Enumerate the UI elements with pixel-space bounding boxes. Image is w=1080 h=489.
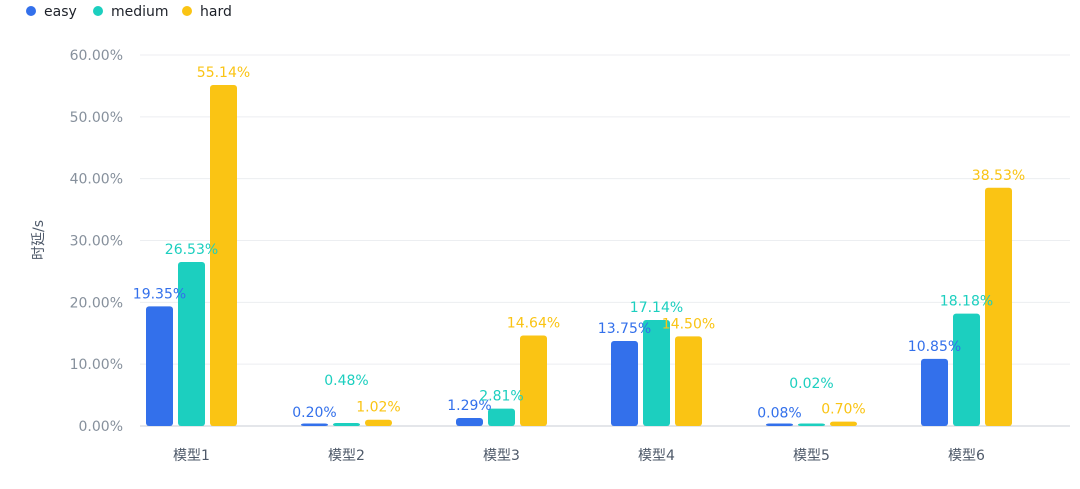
data-label-medium: 0.02% bbox=[789, 376, 833, 392]
bar-hard bbox=[210, 85, 237, 427]
bar-easy bbox=[766, 423, 793, 426]
bar-easy bbox=[146, 306, 173, 426]
bar-medium bbox=[953, 313, 980, 426]
x-tick-label: 模型3 bbox=[483, 448, 520, 464]
legend-label-medium: medium bbox=[111, 4, 169, 20]
data-label-hard: 1.02% bbox=[356, 400, 400, 416]
y-tick-label: 60.00% bbox=[70, 48, 123, 64]
bar-hard bbox=[365, 419, 392, 426]
data-label-easy: 1.29% bbox=[447, 398, 491, 414]
data-label-easy: 13.75% bbox=[598, 321, 651, 337]
y-axis-ticks: 0.00% 10.00% 20.00% 30.00% 40.00% 50.00% 60.00… bbox=[70, 48, 123, 435]
x-tick-label: 模型6 bbox=[948, 448, 985, 464]
bars bbox=[146, 85, 1012, 427]
data-label-medium: 26.53% bbox=[165, 242, 218, 258]
x-axis-ticks: 模型1 模型2 模型3 模型4 模型5 模型6 bbox=[173, 448, 985, 464]
data-label-hard: 38.53% bbox=[972, 168, 1025, 184]
x-tick-label: 模型2 bbox=[328, 448, 365, 464]
legend-marker-medium bbox=[93, 6, 103, 16]
bar-easy bbox=[921, 358, 948, 426]
data-label-medium: 0.48% bbox=[324, 373, 368, 389]
y-axis-label: 时延/s bbox=[31, 220, 47, 260]
bar-medium bbox=[178, 261, 205, 426]
legend-label-hard: hard bbox=[200, 4, 232, 20]
bar-hard bbox=[675, 336, 702, 426]
y-tick-label: 0.00% bbox=[79, 419, 123, 435]
y-tick-label: 50.00% bbox=[70, 110, 123, 126]
data-label-easy: 19.35% bbox=[133, 286, 186, 302]
y-tick-label: 30.00% bbox=[70, 234, 123, 250]
x-tick-label: 模型4 bbox=[638, 448, 675, 464]
legend-marker-hard bbox=[182, 6, 192, 16]
data-label-hard: 55.14% bbox=[197, 65, 250, 81]
legend-marker-easy bbox=[26, 6, 36, 16]
bar-easy bbox=[611, 340, 638, 426]
data-label-easy: 0.20% bbox=[292, 405, 336, 421]
bar-easy bbox=[301, 423, 328, 426]
bar-hard bbox=[830, 421, 857, 426]
data-label-medium: 17.14% bbox=[630, 300, 683, 316]
bar-hard bbox=[520, 335, 547, 426]
x-tick-label: 模型5 bbox=[793, 448, 830, 464]
y-tick-label: 10.00% bbox=[70, 357, 123, 373]
data-label-easy: 10.85% bbox=[908, 339, 961, 355]
data-label-easy: 0.08% bbox=[757, 406, 801, 422]
legend: easy medium hard bbox=[26, 4, 232, 20]
data-label-medium: 18.18% bbox=[940, 294, 993, 310]
bar-medium bbox=[643, 320, 670, 426]
data-label-hard: 0.70% bbox=[821, 402, 865, 418]
data-labels: 19.35% 26.53% 55.14% 0.20% 0.48% 1.02% 1.29%2.… bbox=[133, 65, 1025, 421]
bar-easy bbox=[456, 418, 483, 426]
bar-medium bbox=[333, 423, 360, 426]
data-label-medium: 2.81% bbox=[479, 389, 523, 405]
x-tick-label: 模型1 bbox=[173, 448, 210, 464]
bar-medium bbox=[798, 423, 825, 426]
bar-medium bbox=[488, 408, 515, 426]
y-tick-label: 20.00% bbox=[70, 295, 123, 311]
data-label-hard: 14.64% bbox=[507, 315, 560, 331]
bar-hard bbox=[985, 187, 1012, 426]
y-tick-label: 40.00% bbox=[70, 172, 123, 188]
data-label-hard: 14.50% bbox=[662, 316, 715, 332]
gridlines bbox=[140, 54, 1070, 427]
legend-label-easy: easy bbox=[44, 4, 77, 20]
